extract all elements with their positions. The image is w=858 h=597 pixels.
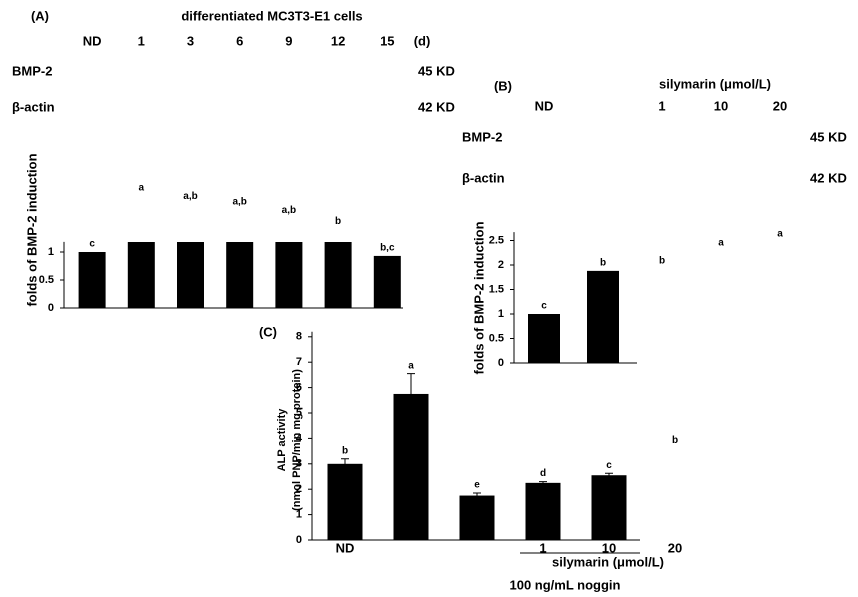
significance-letter: a,b — [183, 191, 197, 202]
significance-letter: b — [335, 216, 341, 227]
blot-label: β-actin — [462, 170, 505, 185]
y-tick-label: 2 — [498, 259, 504, 271]
significance-letter: c — [89, 239, 95, 250]
x-tick-label: 9 — [285, 33, 292, 48]
x-tick-label: 6 — [236, 33, 243, 48]
x-tick-label: 15 — [380, 33, 394, 48]
x-tick-label: 1 — [539, 540, 546, 555]
bar — [78, 252, 106, 308]
x-tick-label: 10 — [714, 98, 728, 113]
y-tick-label: 0 — [498, 357, 504, 369]
panel-label: (A) — [31, 8, 49, 23]
significance-letter: b — [600, 258, 606, 269]
y-tick-label: 3 — [296, 458, 302, 470]
y-tick-label: 0.5 — [39, 274, 54, 286]
bar — [658, 451, 693, 540]
error-bar — [407, 373, 415, 415]
y-tick-label: 0 — [296, 534, 302, 546]
bar — [177, 242, 204, 308]
bar — [587, 270, 619, 363]
bar — [393, 393, 429, 540]
significance-letter: b — [342, 445, 348, 456]
error-bar — [539, 481, 547, 485]
significance-letter: a — [408, 360, 414, 371]
bar — [591, 475, 627, 540]
significance-letter: c — [541, 301, 547, 312]
y-tick-label: 7 — [296, 356, 302, 368]
plot-area — [528, 242, 796, 363]
y-tick-label: 1 — [48, 246, 54, 258]
y-tick-label: 1 — [296, 509, 302, 521]
group-label: silymarin (μmol/L) — [552, 554, 664, 569]
y-axis-label: folds of BMP-2 induction — [471, 221, 486, 374]
bar — [705, 251, 737, 363]
blot-label: BMP-2 — [12, 63, 52, 78]
y-tick-label: 1.5 — [489, 283, 504, 295]
x-tick-label: 20 — [668, 540, 682, 555]
x-tick-label: 10 — [602, 540, 616, 555]
blot-label: BMP-2 — [462, 129, 502, 144]
bar — [324, 242, 352, 308]
bar — [327, 463, 363, 540]
x-tick-label: ND — [83, 33, 102, 48]
y-tick-label: 6 — [296, 382, 302, 394]
x-tick-label: 3 — [187, 33, 194, 48]
bar — [373, 255, 401, 308]
significance-letter: a — [718, 237, 724, 248]
title: silymarin (μmol/L) — [659, 76, 771, 91]
y-tick-label: 0.5 — [489, 332, 504, 344]
plot-area — [78, 242, 401, 308]
bar — [525, 482, 561, 540]
y-axis-label: (nmol PNP/min mg protein) — [291, 369, 303, 511]
x-tick-label: 20 — [773, 98, 787, 113]
blot-size: 42 KD — [418, 99, 455, 114]
error-bar — [341, 458, 349, 470]
significance-letter: b — [672, 435, 678, 446]
y-tick-label: 1 — [498, 308, 504, 320]
significance-letter: d — [540, 468, 546, 479]
x-tick-label: 1 — [138, 33, 145, 48]
bar — [528, 314, 560, 363]
y-tick-label: 0 — [48, 302, 54, 314]
bar — [127, 242, 155, 308]
x-tick-label: 1 — [658, 98, 665, 113]
error-bar — [605, 472, 613, 478]
x-tick-label: ND — [535, 98, 554, 113]
blot-tag: (d) — [414, 33, 431, 48]
y-tick-label: 2 — [296, 483, 302, 495]
bar — [646, 269, 678, 363]
bar — [275, 242, 303, 308]
significance-letter: a — [139, 183, 145, 194]
y-tick-label: 8 — [296, 331, 302, 343]
blot-size: 45 KD — [810, 129, 847, 144]
blot-size: 45 KD — [418, 63, 455, 78]
x-tick-label: ND — [336, 540, 355, 555]
y-tick-label: 5 — [296, 407, 302, 419]
panel-label: (C) — [259, 324, 277, 339]
significance-letter: a — [777, 229, 783, 240]
significance-letter: a,b — [282, 205, 296, 216]
treatment-label: 100 ng/mL noggin — [510, 577, 621, 592]
significance-letter: b,c — [380, 243, 395, 254]
bar — [459, 495, 495, 540]
plot-area — [327, 373, 693, 540]
y-tick-label: 4 — [296, 432, 303, 444]
significance-letter: a,b — [232, 197, 246, 208]
panel-label: (B) — [494, 78, 512, 93]
y-axis-label: folds of BMP-2 induction — [24, 153, 39, 306]
significance-letter: c — [606, 460, 612, 471]
y-axis-label: ALP activity — [276, 408, 288, 472]
significance-letter: e — [474, 480, 480, 491]
blot-size: 42 KD — [810, 170, 847, 185]
bar — [226, 242, 254, 308]
y-tick-label: 2.5 — [489, 234, 504, 246]
title: differentiated MC3T3-E1 cells — [181, 8, 362, 23]
error-bar — [473, 492, 481, 499]
error-bar — [671, 449, 679, 454]
x-tick-label: 12 — [331, 33, 345, 48]
significance-letter: b — [659, 256, 665, 267]
blot-label: β-actin — [12, 99, 55, 114]
bar — [764, 242, 796, 363]
